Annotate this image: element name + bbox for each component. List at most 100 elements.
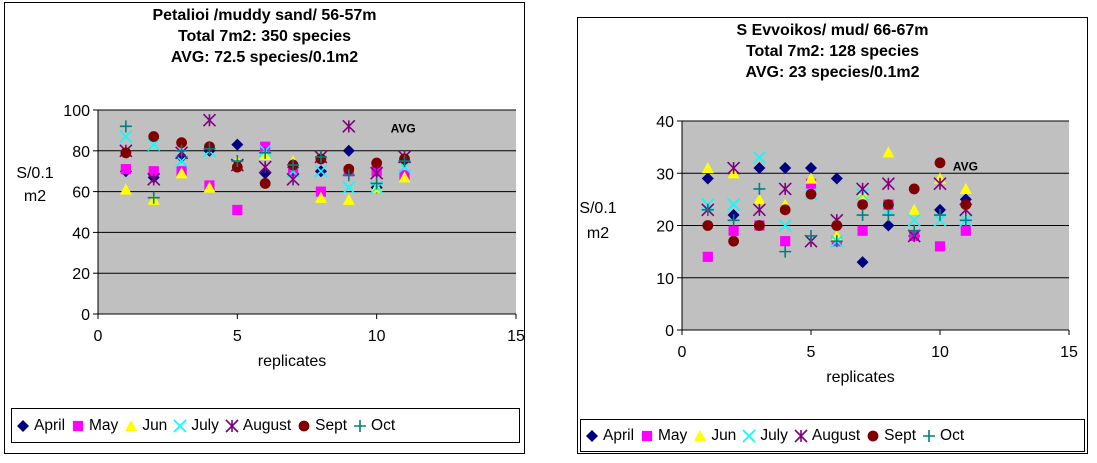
series-oct <box>701 182 972 258</box>
legend-item-sept: Sept <box>866 427 916 445</box>
legend-label: Oct <box>940 426 965 444</box>
data-point-jun <box>805 172 817 184</box>
data-point-april <box>753 162 766 175</box>
data-point-oct <box>856 209 869 222</box>
data-point-april <box>342 144 355 157</box>
x-tick-label: 10 <box>368 328 386 345</box>
y-axis-label-line-1: S/0.1 <box>16 165 53 182</box>
data-point-oct <box>830 235 843 248</box>
data-point-jun <box>314 191 327 203</box>
data-point-april <box>231 138 244 151</box>
data-point-august <box>286 172 300 186</box>
data-point-july <box>397 160 412 174</box>
data-point-may <box>260 141 271 152</box>
y-tick-label: 0 <box>81 307 90 324</box>
data-point-sept <box>259 178 271 189</box>
chart-panel-petalioi: Petalioi /muddy sand/ 56-57m Total 7m2: … <box>4 2 525 454</box>
y-tick-label: 30 <box>656 166 674 183</box>
chart-panel-s-evvoikos: S Evvoikos/ mud/ 66-67m Total 7m2: 128 s… <box>577 17 1088 454</box>
legend-item-may: May <box>640 427 687 445</box>
data-point-sept <box>148 131 160 142</box>
legend-item-august: August <box>794 427 860 445</box>
data-point-oct <box>231 155 244 167</box>
data-point-oct <box>753 182 766 195</box>
legend-item-july: July <box>173 417 219 435</box>
legend-item-jun: Jun <box>693 427 736 445</box>
data-point-oct <box>119 120 132 133</box>
legend-label: July <box>760 426 788 444</box>
scatter-plot-s-evvoikos: 0 10 20 30 40 0 5 10 15 replicates S/0.1 m2 AVG <box>579 114 1078 386</box>
data-point-sept <box>805 188 817 200</box>
data-point-may <box>702 251 713 262</box>
data-point-august <box>370 166 384 180</box>
series-oct <box>119 120 411 204</box>
data-point-august <box>258 160 272 174</box>
data-point-sept <box>883 199 894 211</box>
x-tick-label: 10 <box>931 344 949 361</box>
data-point-august <box>342 119 356 133</box>
data-point-oct <box>908 224 921 237</box>
y-tick-label: 40 <box>72 225 90 242</box>
data-point-oct <box>175 144 188 157</box>
data-point-july <box>342 180 356 195</box>
data-point-oct <box>934 209 946 222</box>
data-point-august <box>727 161 741 175</box>
y-axis-label-line-2: m2 <box>24 188 46 205</box>
data-point-oct <box>727 214 740 227</box>
data-point-jun <box>398 171 411 183</box>
data-point-sept <box>754 220 765 231</box>
data-point-oct <box>959 214 972 227</box>
data-point-oct <box>398 155 411 167</box>
legend-label: Sept <box>315 416 348 434</box>
data-point-july <box>752 151 766 165</box>
x-axis-label: replicates <box>258 353 326 370</box>
y-tick-label: 0 <box>665 323 674 340</box>
legend-marker-plus <box>923 429 936 442</box>
x-tick-label: 5 <box>233 328 242 345</box>
data-point-august <box>147 172 161 186</box>
legend-marker-triangle <box>694 429 707 441</box>
plot-area <box>98 110 516 314</box>
data-point-jun <box>959 182 972 195</box>
data-point-oct <box>342 169 355 182</box>
chart-title-line-2: Total 7m2: 128 species <box>745 43 920 60</box>
data-point-april <box>805 162 817 175</box>
data-point-oct <box>805 229 817 242</box>
data-point-august <box>202 113 217 127</box>
data-point-sept <box>231 161 243 173</box>
legend-marker-circle <box>298 420 310 431</box>
data-point-may <box>232 204 243 216</box>
chart-title-line-1: Petalioi /muddy sand/ 56-57m <box>152 7 377 24</box>
data-point-august <box>856 182 870 196</box>
x-tick-label: 0 <box>678 344 687 361</box>
data-point-august <box>933 177 947 191</box>
legend-label: May <box>89 416 119 434</box>
legend-item-april: April <box>16 417 65 435</box>
chart-legend: April May Jun July August Sept Oct <box>580 419 1085 452</box>
legend-marker-triangle <box>125 419 138 431</box>
data-point-jun <box>908 203 921 215</box>
x-tick-label: 5 <box>807 344 816 361</box>
data-point-may <box>805 178 817 189</box>
data-point-sept <box>934 157 946 169</box>
data-point-jun <box>203 181 216 193</box>
data-point-july <box>147 138 161 152</box>
x-tick-label: 0 <box>94 328 103 345</box>
data-point-sept <box>960 199 972 211</box>
series-sept <box>702 157 972 247</box>
y-tick-label: 10 <box>656 271 674 288</box>
data-point-jun <box>342 193 355 205</box>
data-point-jun <box>753 193 766 205</box>
y-axis-label-line-2: m2 <box>587 225 609 242</box>
y-tick-label: 40 <box>656 114 674 131</box>
legend-marker-square <box>641 430 653 441</box>
data-point-july <box>119 129 133 144</box>
data-point-oct <box>882 209 895 222</box>
data-point-sept <box>343 163 355 175</box>
data-point-oct <box>259 146 272 159</box>
data-point-sept <box>857 199 868 211</box>
legend-item-may: May <box>71 417 118 435</box>
chart-title: S Evvoikos/ mud/ 66-67m Total 7m2: 128 s… <box>578 20 1087 83</box>
data-point-sept <box>702 220 714 231</box>
y-tick-label: 20 <box>656 219 674 236</box>
